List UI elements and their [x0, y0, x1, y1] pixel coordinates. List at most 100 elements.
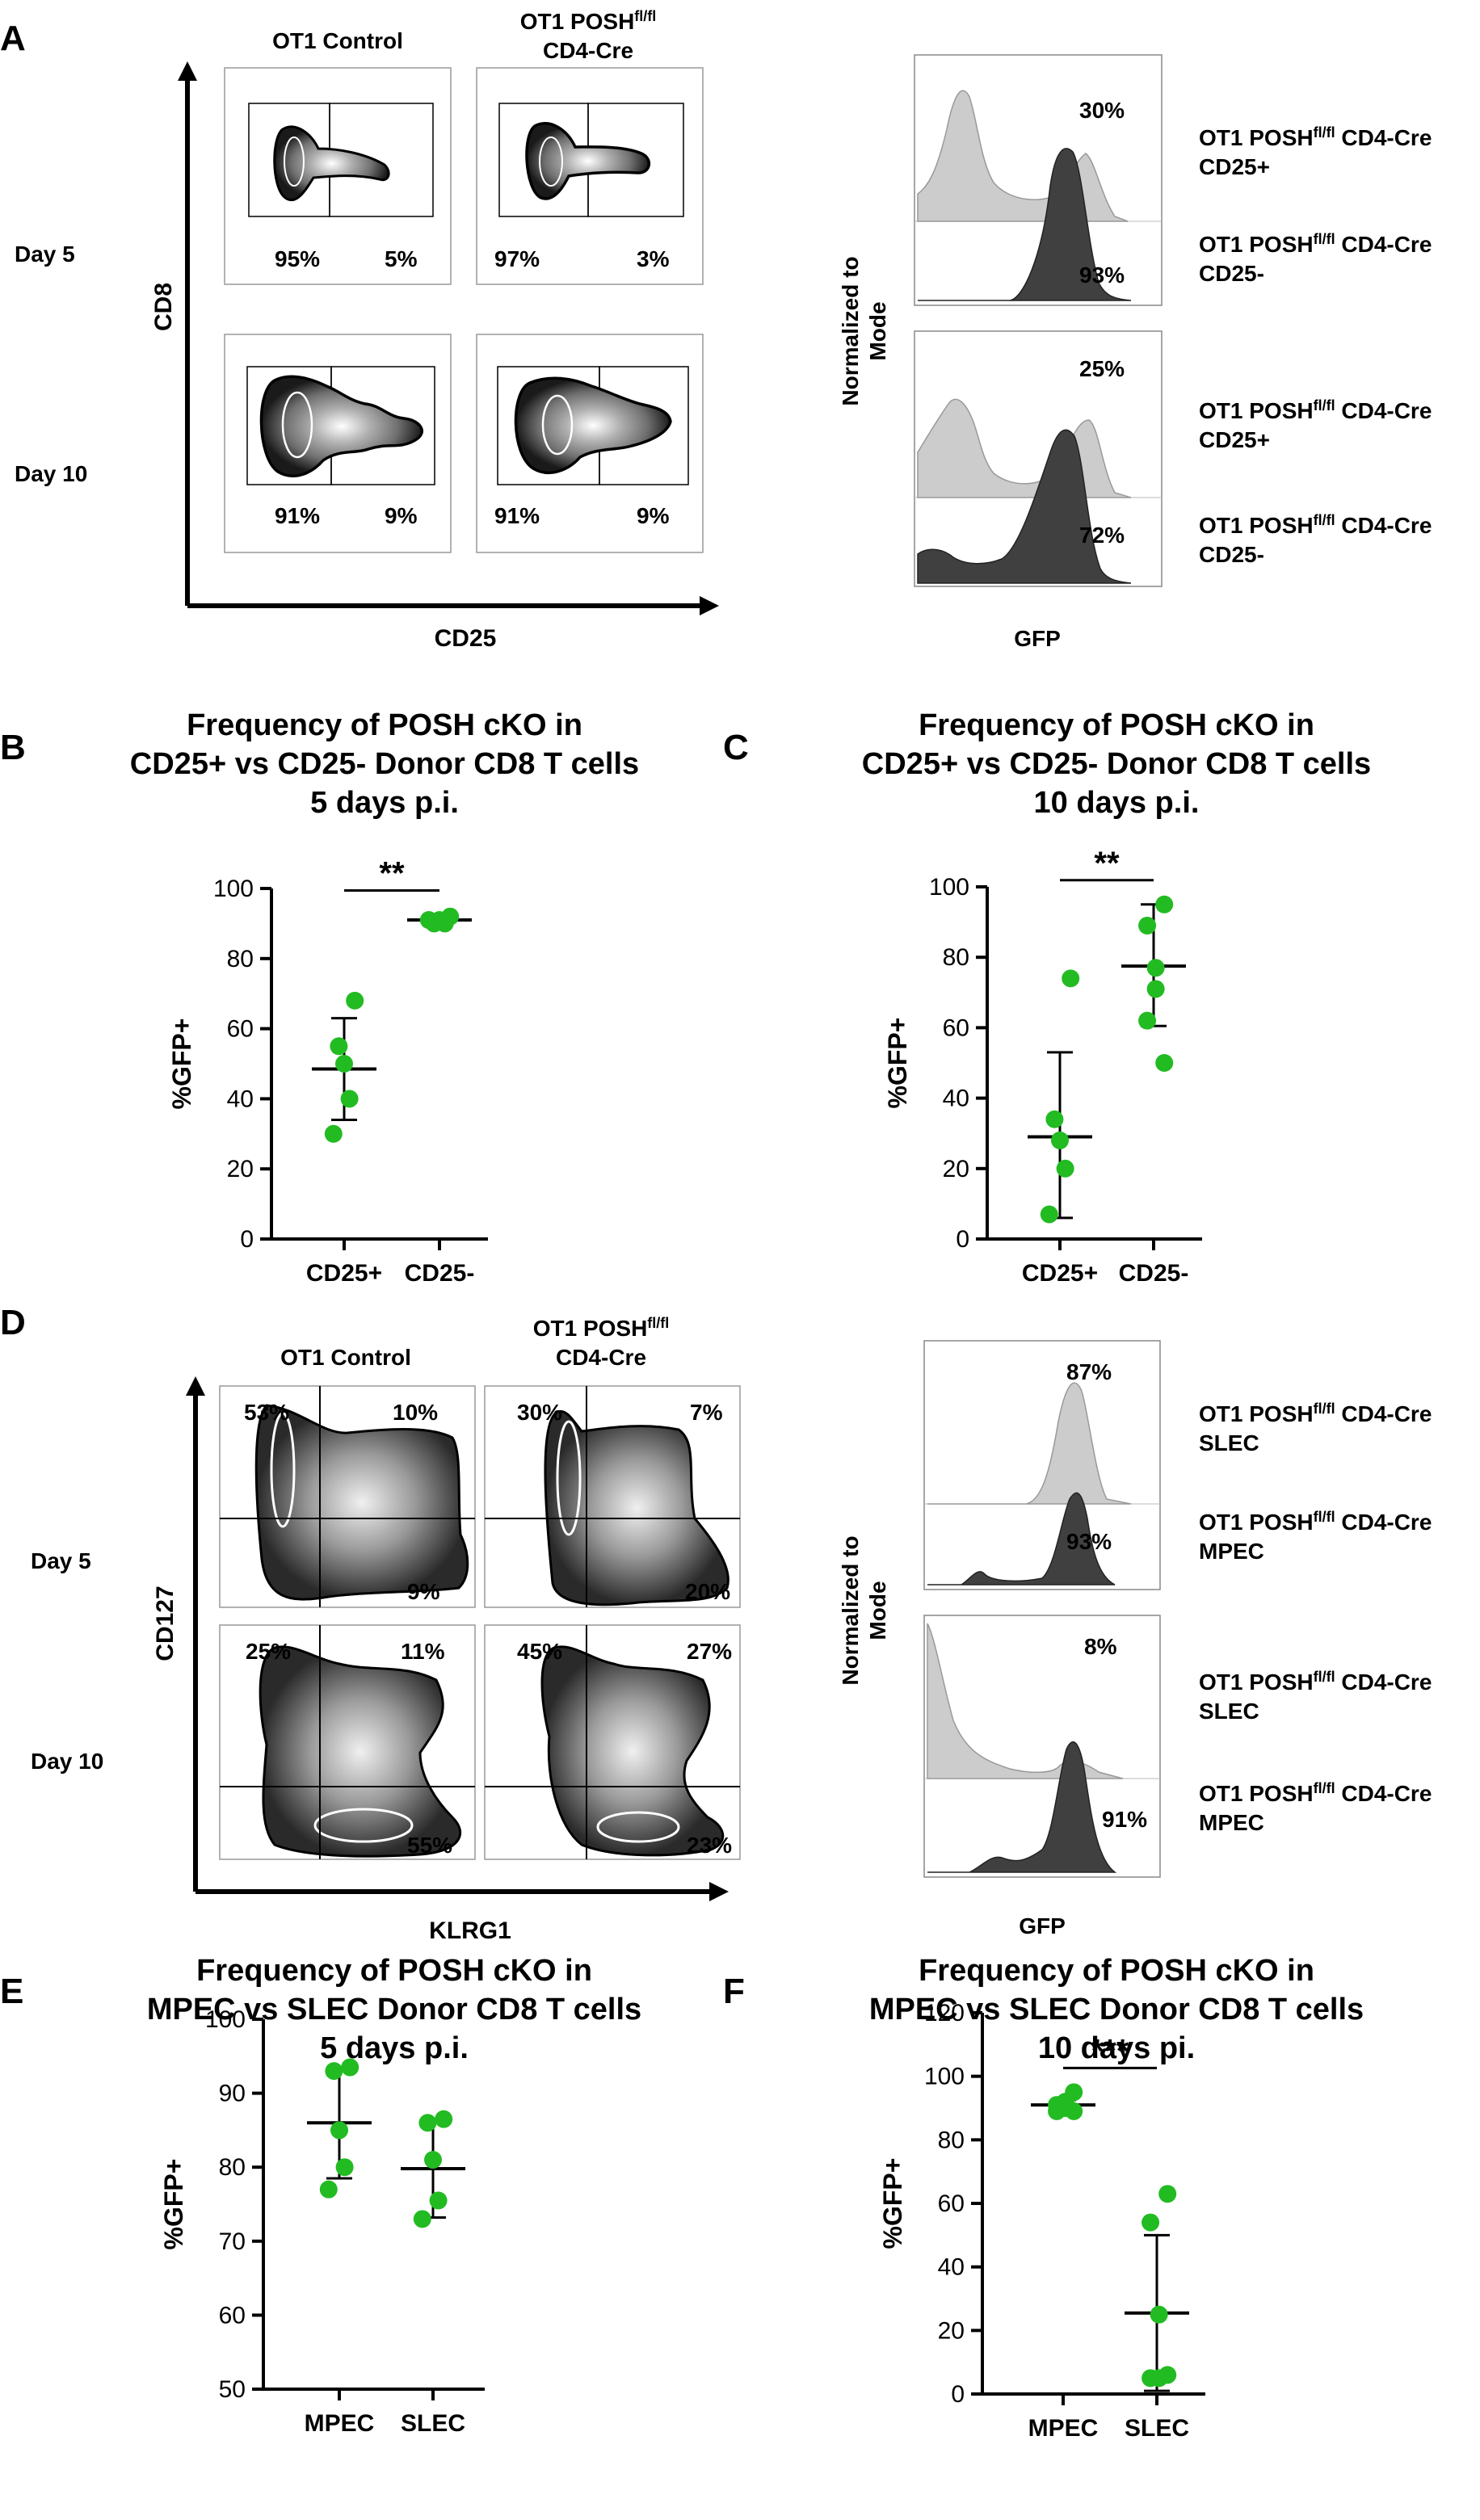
a-pct-d5c-r: 5% — [385, 246, 418, 271]
a-leg4-l1: OT1 POSHfl/fl CD4-Cre — [1199, 512, 1432, 538]
a-core-d5k — [539, 136, 563, 187]
e-xtick-label-1: MPEC — [305, 2410, 375, 2437]
a-hist-top-light-pct: 30% — [1079, 98, 1125, 123]
f-point-2-3 — [1150, 2305, 1168, 2324]
a-leg3-l2: CD25+ — [1199, 427, 1270, 452]
b-point-1-4 — [340, 1090, 359, 1108]
d-leg2-prefix: OT1 POSH — [1199, 1510, 1314, 1535]
f-xtick-label-2: SLEC — [1125, 2415, 1189, 2442]
e-xtick-label-2: SLEC — [401, 2410, 465, 2437]
d-xlabel: KLRG1 — [429, 1917, 511, 1944]
d-pct-d10c-ur: 11% — [401, 1639, 445, 1664]
e-point-1-1 — [341, 2058, 359, 2077]
e-title-line-3: 5 days p.i. — [320, 2031, 469, 2065]
d-col2-title: OT1 POSHfl/fl — [533, 1315, 670, 1341]
panel-a-hist: Normalized to Mode GFP 30% 93% 25% 72% O… — [838, 54, 1432, 651]
d-core-d5c — [270, 1412, 296, 1528]
b-point-2-5 — [419, 911, 438, 930]
a-col2-title: OT1 POSHfl/fl — [520, 8, 657, 34]
d-col2-name: OT1 POSH — [533, 1316, 648, 1341]
d-hist-top-light-pct: 87% — [1066, 1359, 1112, 1384]
a-core-d10c — [281, 391, 313, 459]
a-blob-d10c — [259, 375, 423, 478]
d-hist-top-dark-pct: 93% — [1066, 1529, 1112, 1554]
d-blob-d10c — [259, 1645, 461, 1858]
a-leg3-suffix: CD4-Cre — [1335, 398, 1432, 423]
f-ytick-label-40: 40 — [938, 2254, 965, 2281]
d-leg3-sup: fl/fl — [1314, 1669, 1335, 1685]
d-blob-d5c — [254, 1404, 469, 1601]
e-point-2-3 — [424, 2151, 442, 2169]
e-ytick-label-80: 80 — [219, 2154, 246, 2181]
e-point-1-5 — [319, 2180, 338, 2199]
a-pct-d10k-r: 9% — [637, 503, 670, 528]
b-sig-stars: ** — [379, 856, 405, 892]
a-hist-ylabel-2: Mode — [865, 301, 890, 360]
c-ylabel: %GFP+ — [883, 1018, 912, 1109]
a-blob-d10k — [514, 376, 672, 475]
a-col2-sup: fl/fl — [634, 8, 656, 24]
e-point-2-1 — [435, 2110, 453, 2128]
b-ytick-label-100: 100 — [213, 876, 254, 902]
d-leg2-sup: fl/fl — [1314, 1509, 1335, 1525]
c-xtick-label-1: CD25+ — [1022, 1260, 1098, 1287]
panel-d-flow: OT1 Control OT1 POSHfl/fl CD4-Cre Day 5 … — [31, 1315, 741, 1944]
e-point-1-4 — [335, 2158, 354, 2177]
a-hist-top-dark-pct: 93% — [1079, 262, 1125, 288]
panel-d-hist: Normalized to Mode GFP 87% 93% 8% 91% OT… — [838, 1340, 1432, 1938]
d-leg4-prefix: OT1 POSH — [1199, 1781, 1314, 1806]
e-title-line-2: MPEC vs SLEC Donor CD8 T cells — [147, 1993, 641, 2026]
b-ytick-label-40: 40 — [227, 1086, 254, 1112]
e-ytick-label-90: 90 — [219, 2081, 246, 2107]
d-hist-bot-dark-pct: 91% — [1102, 1807, 1147, 1832]
b-ytick-label-60: 60 — [227, 1016, 254, 1043]
a-core-d5c — [284, 136, 305, 187]
d-leg2-l2: MPEC — [1199, 1539, 1264, 1564]
panel-label-e: E — [0, 1972, 23, 2011]
d-core-d10k — [596, 1811, 680, 1843]
d-pct-d10c-lr: 55% — [407, 1833, 452, 1858]
c-sig-stars: ** — [1094, 846, 1120, 881]
f-ytick-label-80: 80 — [938, 2127, 965, 2153]
f-ytick-label-0: 0 — [951, 2381, 965, 2408]
a-hist-xlabel: GFP — [1014, 626, 1061, 651]
panel-label-f: F — [723, 1972, 745, 2011]
d-leg1-suffix: CD4-Cre — [1335, 1401, 1432, 1426]
f-sig-stars: *** — [1091, 2033, 1129, 2068]
f-point-2-2 — [1142, 2213, 1160, 2232]
d-leg4-sup: fl/fl — [1314, 1780, 1335, 1796]
a-hist-bot-dark-pct: 72% — [1079, 523, 1125, 548]
f-ytick-label-120: 120 — [924, 2000, 965, 2026]
d-leg2-l1: OT1 POSHfl/fl CD4-Cre — [1199, 1509, 1432, 1535]
d-hist-bot-light-pct: 8% — [1084, 1634, 1117, 1659]
a-leg3-prefix: OT1 POSH — [1199, 398, 1314, 423]
f-xtick-label-1: MPEC — [1028, 2415, 1099, 2442]
e-ytick-label-100: 100 — [205, 2006, 246, 2033]
f-point-1-6 — [1065, 2102, 1083, 2120]
d-leg4-l2: MPEC — [1199, 1810, 1264, 1835]
b-xtick-label-2: CD25- — [405, 1260, 475, 1287]
a-leg1-suffix: CD4-Cre — [1335, 125, 1432, 150]
chart-b: Frequency of POSH cKO in CD25+ vs CD25- D… — [130, 708, 639, 1287]
d-leg1-prefix: OT1 POSH — [1199, 1401, 1314, 1426]
d-hist-bot-dark — [927, 1741, 1117, 1873]
a-x-arrow-icon — [700, 596, 719, 615]
c-ytick-label-60: 60 — [943, 1014, 969, 1041]
d-pct-d5k-lr: 20% — [685, 1579, 730, 1604]
a-leg1-prefix: OT1 POSH — [1199, 125, 1314, 150]
c-point-2-5 — [1138, 1011, 1157, 1030]
d-col2-title2: CD4-Cre — [556, 1345, 646, 1370]
a-leg2-l1: OT1 POSHfl/fl CD4-Cre — [1199, 231, 1432, 257]
a-leg2-l2: CD25- — [1199, 261, 1264, 286]
d-pct-d10k-ul: 45% — [517, 1639, 562, 1664]
a-hist-top-dark — [918, 148, 1132, 301]
d-leg3-prefix: OT1 POSH — [1199, 1670, 1314, 1695]
a-hist-bot-dark — [917, 429, 1132, 584]
d-leg3-l1: OT1 POSHfl/fl CD4-Cre — [1199, 1669, 1432, 1695]
d-pct-d5c-lr: 9% — [407, 1579, 440, 1604]
b-ytick-label-80: 80 — [227, 946, 254, 972]
d-leg3-l2: SLEC — [1199, 1699, 1259, 1724]
a-leg2-sup: fl/fl — [1314, 231, 1335, 247]
a-pct-d10c-l: 91% — [275, 503, 320, 528]
c-ytick-label-100: 100 — [929, 874, 969, 901]
